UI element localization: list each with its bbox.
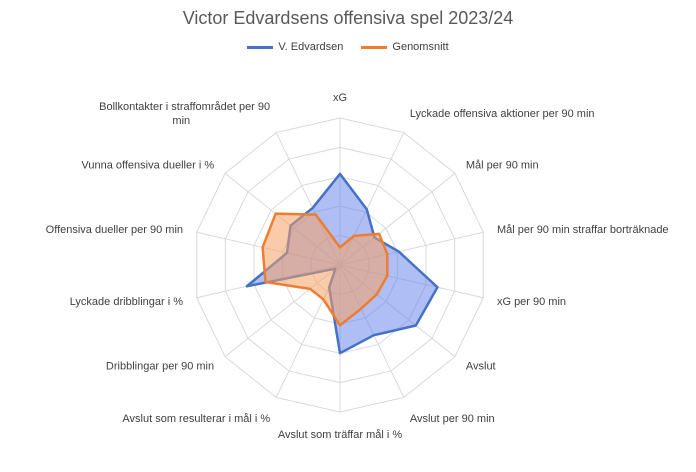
axis-label: Bollkontakter i straffområdet per 90 min	[99, 101, 270, 127]
axis-label: Dribblingar per 90 min	[106, 360, 214, 372]
axis-label: Mål per 90 min	[466, 160, 539, 172]
axis-label: xG	[333, 92, 347, 104]
series-area-genomsnitt	[261, 212, 389, 327]
axis-label: Mål per 90 min straffar borträknade	[497, 224, 669, 236]
axis-label: Avslut som resulterar i mål i %	[122, 413, 270, 425]
radar-series	[245, 172, 439, 355]
axis-label: Lyckade offensiva aktioner per 90 min	[410, 108, 595, 120]
legend-label-genomsnitt: Genomsnitt	[392, 41, 449, 53]
legend-item-genomsnitt: Genomsnitt	[361, 41, 449, 53]
legend-label-edvardsen: V. Edvardsen	[278, 41, 344, 53]
legend-item-edvardsen: V. Edvardsen	[247, 41, 343, 53]
legend-swatch-edvardsen	[247, 45, 274, 49]
axis-label: Avslut som träffar mål i %	[278, 429, 403, 441]
axis-label: Vunna offensiva dueller i %	[81, 160, 214, 172]
chart-title: Victor Edvardsens offensiva spel 2023/24	[182, 8, 514, 28]
axis-label: xG per 90 min	[497, 296, 566, 308]
axis-label: Lyckade dribblingar i %	[70, 296, 184, 308]
legend-swatch-genomsnitt	[361, 45, 388, 49]
axis-labels: xG Lyckade offensiva aktioner per 90 min M…	[46, 92, 669, 441]
axis-label: Avslut	[466, 360, 496, 372]
axis-label: Avslut per 90 min	[410, 413, 495, 425]
legend: V. Edvardsen Genomsnitt	[0, 41, 696, 53]
axis-label: Offensiva dueller per 90 min	[46, 224, 183, 236]
